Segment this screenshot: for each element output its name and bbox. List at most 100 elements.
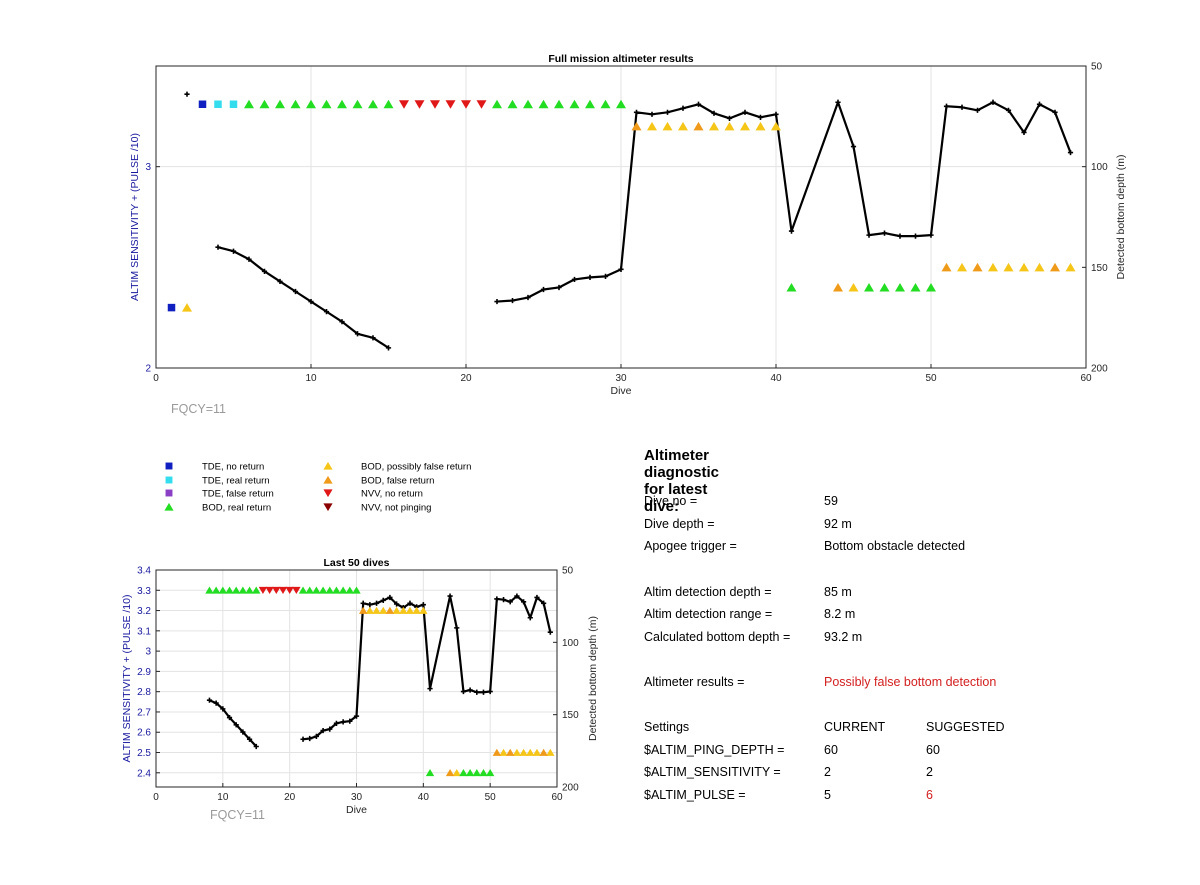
marker-bod-false-return xyxy=(506,748,515,756)
depth-point xyxy=(300,736,306,742)
depth-point xyxy=(292,288,299,295)
x-axis-label: Dive xyxy=(610,385,631,397)
marker-bod-possibly-false xyxy=(724,121,735,131)
depth-point xyxy=(206,697,213,703)
y-tick-label: 3 xyxy=(145,647,151,658)
depth-point xyxy=(394,601,400,607)
depth-point xyxy=(757,114,764,120)
depth-point xyxy=(835,99,841,105)
marker-bod-possibly-false xyxy=(512,748,522,756)
marker-bod-real-return xyxy=(895,282,905,292)
marker-tde-real-return xyxy=(229,100,238,109)
depth-point xyxy=(487,688,493,695)
y-tick-label: 2.8 xyxy=(137,687,151,698)
marker-nvv-no-return xyxy=(476,100,487,109)
depth-point xyxy=(213,700,219,706)
y-axis-label: ALTIM SENSITIVITY + (PULSE /10) xyxy=(121,595,133,763)
marker-bod-real-return xyxy=(325,586,334,594)
y2-tick-label: 100 xyxy=(562,638,579,649)
marker-bod-possibly-false xyxy=(771,121,781,131)
altim-range-label: Altim detection range = xyxy=(644,607,773,621)
marker-bod-real-return xyxy=(164,502,174,511)
depth-point xyxy=(253,743,259,750)
depth-line xyxy=(209,699,258,748)
depth-point xyxy=(313,733,319,739)
setting-current: 5 xyxy=(824,788,831,802)
depth-point xyxy=(261,268,268,274)
marker-bod-possibly-false xyxy=(419,606,428,614)
depth-point xyxy=(447,593,453,599)
marker-bod-real-return xyxy=(569,99,580,109)
x-tick-label: 50 xyxy=(485,792,497,803)
depth-point xyxy=(387,594,393,601)
marker-bod-false-return xyxy=(358,606,368,614)
marker-bod-possibly-false xyxy=(1003,262,1014,272)
marker-bod-real-return xyxy=(910,282,921,292)
x-tick-label: 30 xyxy=(615,373,627,384)
depth-point xyxy=(897,233,903,239)
marker-nvv-no-return xyxy=(258,586,268,595)
x-tick-label: 10 xyxy=(305,373,317,384)
marker-bod-false-return xyxy=(941,262,952,272)
depth-point xyxy=(974,107,981,113)
marker-bod-real-return xyxy=(879,282,890,292)
marker-bod-possibly-false xyxy=(323,461,333,470)
marker-bod-real-return xyxy=(554,99,564,109)
marker-nvv-no-return xyxy=(461,100,471,109)
y-tick-label: 3 xyxy=(145,162,151,173)
y2-tick-label: 50 xyxy=(562,566,574,577)
dive-no-label: Dive no = xyxy=(644,494,698,508)
y-tick-label: 3.2 xyxy=(137,606,151,617)
legend-label: TDE, no return xyxy=(202,462,264,473)
setting-suggested: 6 xyxy=(926,788,933,802)
depth-point xyxy=(307,735,313,742)
depth-point xyxy=(215,244,221,250)
depth-point xyxy=(742,109,748,115)
depth-point xyxy=(407,600,413,606)
dive-depth-label: Dive depth = xyxy=(644,517,715,531)
depth-point xyxy=(788,228,795,234)
x-tick-label: 60 xyxy=(551,792,563,803)
marker-bod-real-return xyxy=(259,99,270,109)
current-header: CURRENT xyxy=(824,720,886,734)
depth-point xyxy=(556,284,562,291)
x-tick-label: 20 xyxy=(460,373,472,384)
y-axis-label: ALTIM SENSITIVITY + (PULSE /10) xyxy=(129,133,141,301)
depth-point xyxy=(525,294,531,301)
marker-bod-real-return xyxy=(244,99,254,109)
depth-point xyxy=(308,298,314,305)
altim-depth-label: Altim detection depth = xyxy=(644,585,772,599)
depth-point xyxy=(500,597,507,603)
y-tick-label: 2.6 xyxy=(137,728,151,739)
marker-bod-real-return xyxy=(352,586,361,594)
chart-title: Last 50 dives xyxy=(324,557,390,569)
marker-bod-real-return xyxy=(538,99,549,109)
depth-point xyxy=(618,266,624,272)
marker-bod-possibly-false xyxy=(526,748,535,756)
setting-name: $ALTIM_PING_DEPTH = xyxy=(644,743,785,757)
legend-label: BOD, real return xyxy=(202,503,271,514)
marker-bod-false-return xyxy=(972,262,983,272)
marker-bod-real-return xyxy=(290,99,301,109)
marker-bod-false-return xyxy=(492,748,502,756)
marker-bod-possibly-false xyxy=(740,121,750,131)
depth-point xyxy=(246,256,252,262)
depth-point xyxy=(467,687,473,693)
marker-tde-false-return xyxy=(165,489,173,497)
depth-point xyxy=(340,719,346,725)
marker-nvv-no-return xyxy=(265,586,274,595)
depth-point xyxy=(520,599,527,605)
marker-nvv-no-return xyxy=(430,100,440,109)
depth-point xyxy=(587,274,593,280)
depth-point xyxy=(220,706,226,712)
x-tick-label: 40 xyxy=(418,792,430,803)
depth-point xyxy=(360,600,366,606)
depth-line xyxy=(217,246,390,349)
depth-point xyxy=(881,230,888,236)
depth-point xyxy=(246,736,253,742)
x-tick-label: 0 xyxy=(153,373,159,384)
marker-bod-real-return xyxy=(425,769,435,777)
depth-point xyxy=(990,99,996,105)
marker-nvv-no-return xyxy=(323,489,333,498)
depth-point xyxy=(912,233,919,239)
